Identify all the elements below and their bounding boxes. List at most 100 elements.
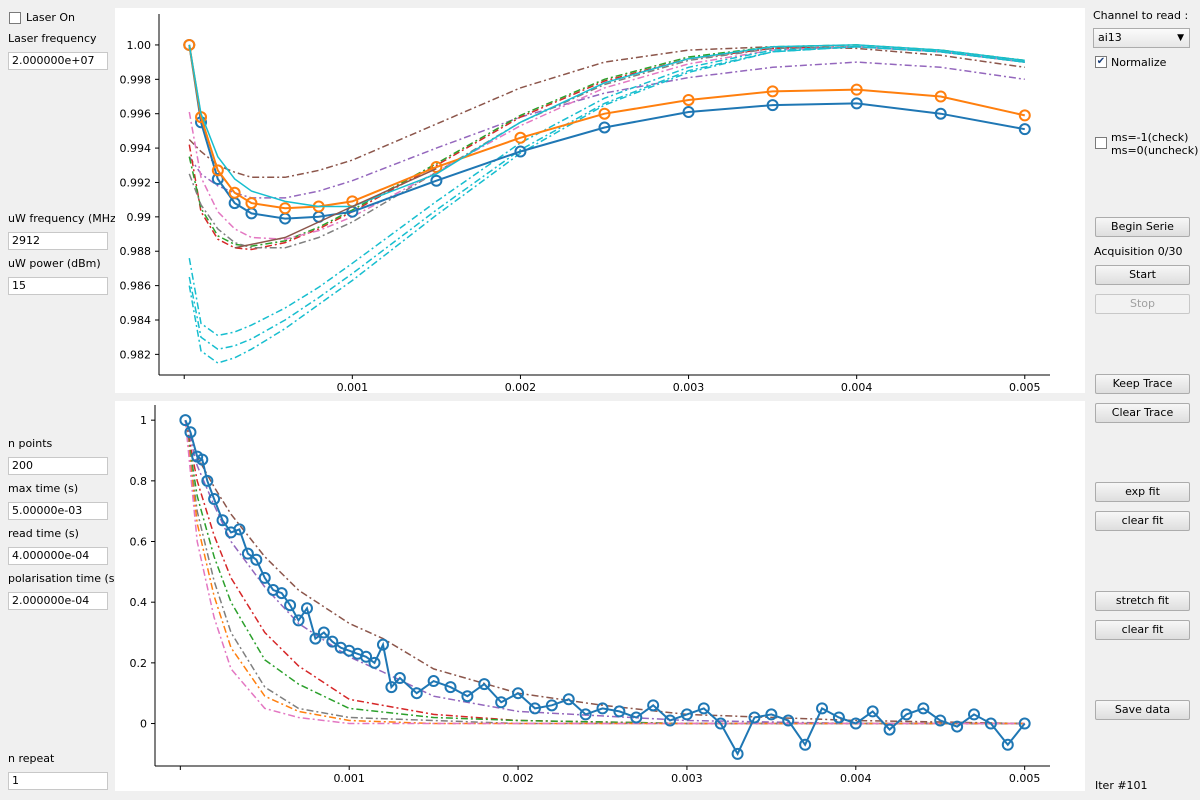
series-line-10 (188, 44, 1026, 210)
y-tick-label: 0.994 (120, 142, 152, 155)
data-point (664, 714, 677, 727)
y-tick-label: 0.988 (120, 245, 152, 258)
y-tick-label: 0.982 (120, 348, 152, 361)
x-tick-label: 0.002 (505, 381, 536, 393)
data-point (528, 702, 541, 715)
data-point (680, 708, 693, 721)
data-point (300, 602, 313, 615)
series-line-12 (234, 168, 437, 249)
save-data-button[interactable]: Save data (1095, 700, 1190, 720)
laser-on-label: Laser On (26, 11, 76, 24)
data-point (393, 672, 406, 685)
polarisation-time-input[interactable]: 2.000000e-04 (8, 592, 108, 610)
data-point (317, 626, 330, 639)
read-time-input[interactable]: 4.000000e-04 (8, 547, 108, 565)
data-point (275, 587, 288, 600)
top-plot: 0.001 0.002 0.003 0.004 0.005 0.982 0.984 0.986… (120, 14, 1050, 394)
data-point (917, 702, 930, 715)
data-point (208, 493, 221, 506)
normalize-checkbox[interactable]: ✔ (1095, 56, 1107, 68)
data-point (512, 687, 525, 700)
iteration-counter: Iter #101 (1095, 779, 1148, 792)
data-point (514, 131, 527, 144)
data-point (613, 705, 626, 718)
data-point (598, 121, 611, 134)
laser-frequency-label: Laser frequency (8, 32, 97, 45)
bottom-plot-area: 0.001 0.002 0.003 0.004 0.005 0 0.2 0.4 0.6 0.8 1 (115, 401, 1085, 791)
data-point (211, 164, 224, 177)
series-line-6 (188, 45, 1025, 337)
n-points-label: n points (8, 437, 53, 450)
ms-state-checkbox[interactable] (1095, 137, 1107, 149)
series-line-2 (184, 420, 1025, 725)
data-point (579, 708, 592, 721)
laser-frequency-input[interactable]: 2.000000e+07 (8, 52, 108, 70)
series-line-0 (188, 45, 1025, 179)
y-tick-label: 0.986 (120, 280, 152, 293)
data-point (233, 523, 246, 536)
y-tick-label: 0.998 (120, 73, 152, 86)
ms-state-label-line2: ms=0(uncheck) (1111, 144, 1199, 157)
data-point (934, 714, 947, 727)
y-tick-label: 0.4 (130, 596, 148, 609)
begin-serie-button[interactable]: Begin Serie (1095, 217, 1190, 237)
stretch-fit-button[interactable]: stretch fit (1095, 591, 1190, 611)
data-point (292, 614, 305, 627)
data-point (258, 571, 271, 584)
data-point (184, 426, 197, 439)
y-tick-label: 0.6 (130, 536, 148, 549)
data-point (968, 708, 981, 721)
n-repeat-input[interactable]: 1 (8, 772, 108, 790)
laser-on-checkbox[interactable] (9, 12, 21, 24)
exp-fit-button[interactable]: exp fit (1095, 482, 1190, 502)
bottom-plot: 0.001 0.002 0.003 0.004 0.005 0 0.2 0.4 0.6 0.8 1 (130, 405, 1050, 785)
clear-trace-button[interactable]: Clear Trace (1095, 403, 1190, 423)
uw-frequency-input[interactable]: 2912 (8, 232, 108, 250)
keep-trace-button[interactable]: Keep Trace (1095, 374, 1190, 394)
data-point (1018, 123, 1031, 136)
data-point (984, 717, 997, 730)
data-point (211, 173, 224, 186)
data-point (478, 678, 491, 691)
start-button[interactable]: Start (1095, 265, 1190, 285)
data-point (179, 414, 192, 427)
y-tick-label: 0.984 (120, 314, 152, 327)
data-point (196, 453, 209, 466)
y-tick-label: 0.99 (127, 211, 152, 224)
data-point (630, 711, 643, 724)
data-point (410, 687, 423, 700)
max-time-input[interactable]: 5.00000e-03 (8, 502, 108, 520)
data-point (866, 705, 879, 718)
clear-stretch-fit-button[interactable]: clear fit (1095, 620, 1190, 640)
series-line-8 (188, 45, 1025, 364)
data-point (360, 650, 373, 663)
data-point (900, 708, 913, 721)
data-point (951, 720, 964, 733)
read-time-label: read time (s) (8, 527, 79, 540)
data-point (241, 547, 254, 560)
n-points-input[interactable]: 200 (8, 457, 108, 475)
data-point (495, 696, 508, 709)
data-point (850, 83, 863, 96)
polarisation-time-label: polarisation time (s) (8, 572, 119, 585)
x-tick-label: 0.004 (840, 772, 872, 785)
y-tick-label: 0.2 (130, 657, 148, 670)
data-point (444, 681, 457, 694)
data-point (245, 197, 258, 210)
uw-power-input[interactable]: 15 (8, 277, 108, 295)
uw-frequency-label: uW frequency (MHz) (8, 212, 121, 225)
data-point (228, 186, 241, 199)
clear-exp-fit-button[interactable]: clear fit (1095, 511, 1190, 531)
x-tick-label: 0.002 (502, 772, 534, 785)
data-point (682, 105, 695, 118)
stop-button[interactable]: Stop (1095, 294, 1190, 314)
data-point (799, 738, 812, 751)
chevron-down-icon: ▼ (1177, 33, 1184, 43)
x-tick-label: 0.003 (671, 772, 703, 785)
data-point (250, 553, 263, 566)
series-line-4 (184, 420, 1025, 725)
channel-select[interactable]: ai13 ▼ (1093, 28, 1190, 48)
data-point (714, 717, 727, 730)
data-point (376, 638, 389, 651)
data-point (514, 145, 527, 158)
